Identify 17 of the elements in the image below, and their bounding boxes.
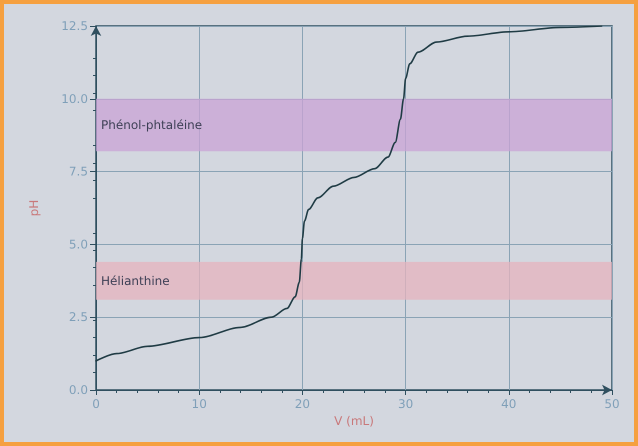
x-tick-label: 0	[92, 397, 100, 411]
x-tick-label: 50	[604, 397, 620, 411]
band-label: Phénol-phtaléine	[101, 118, 202, 132]
y-tick-label: 5.0	[68, 237, 88, 252]
y-tick-label: 12.5	[61, 19, 88, 33]
y-axis-title: pH	[27, 200, 41, 216]
y-tick-label: 7.5	[68, 164, 88, 179]
band-label: Hélianthine	[101, 274, 170, 288]
x-tick-label: 30	[398, 397, 414, 411]
y-tick-label: 0.0	[68, 383, 88, 397]
x-tick-label: 20	[294, 397, 310, 411]
x-tick-label: 40	[501, 397, 516, 411]
x-axis-title: V (mL)	[334, 414, 374, 428]
y-tick-label: 10.0	[61, 92, 88, 106]
y-tick-label: 2.5	[68, 310, 88, 324]
line-series	[95, 25, 602, 362]
x-tick-label: 10	[192, 397, 207, 411]
